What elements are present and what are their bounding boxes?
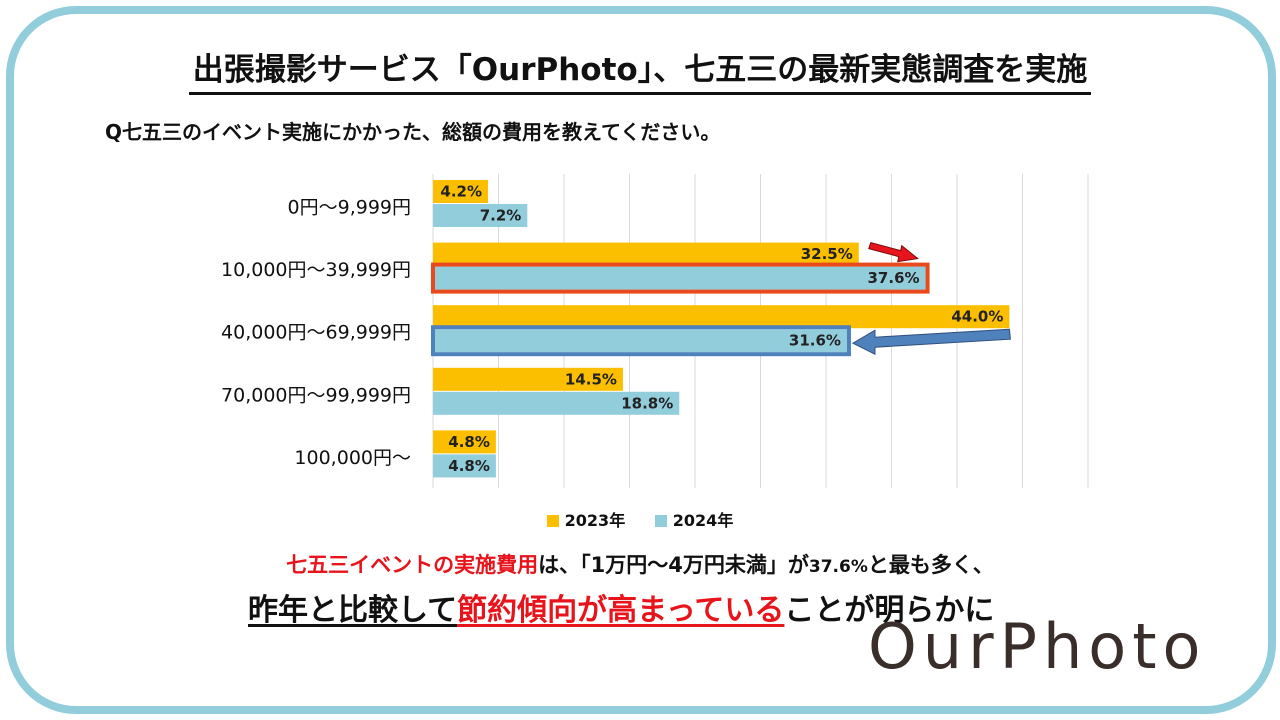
category-label: 0円～9,999円 (288, 197, 411, 219)
category-label: 70,000円～99,999円 (221, 384, 411, 406)
bar (433, 391, 680, 415)
bar (433, 305, 1010, 329)
bar (433, 204, 528, 227)
data-label: 32.5% (801, 245, 853, 263)
bar (433, 430, 496, 454)
bar (433, 242, 859, 266)
chart-legend: 2023年 2024年 (0, 507, 1280, 531)
data-label: 4.2% (440, 183, 482, 201)
legend-swatch-2024 (654, 515, 667, 527)
legend-swatch-2023 (546, 515, 559, 527)
page-title: 出張撮影サービス「OurPhoto」、七五三の最新実態調査を実施 (0, 48, 1280, 95)
legend-item-2024: 2024年 (654, 507, 733, 531)
increase-arrow (868, 241, 919, 263)
bar (433, 454, 496, 478)
bar (433, 180, 489, 203)
data-label: 4.8% (448, 433, 490, 451)
bar (433, 367, 623, 391)
category-label: 10,000円～39,999円 (221, 259, 411, 281)
data-label: 7.2% (480, 207, 522, 225)
bar (433, 329, 847, 353)
conclusion-line-1: 七五三イベントの実施費用は、「1万円～4万円未満」が37.6%と最も多く、 (286, 553, 994, 577)
ourphoto-logo: OurPhoto (868, 610, 1207, 683)
category-label: 100,000円～ (294, 447, 411, 469)
highlight-box (431, 262, 930, 294)
data-label: 31.6% (789, 332, 841, 350)
data-label: 14.5% (565, 370, 617, 388)
rounded-frame (6, 6, 1276, 714)
conclusion-line-2: 昨年と比較して節約傾向が高まっていることが明らかに (248, 593, 995, 628)
category-label: 40,000円～69,999円 (221, 322, 411, 344)
legend-item-2023: 2023年 (546, 507, 625, 531)
data-label: 44.0% (951, 308, 1003, 326)
bar (433, 266, 926, 290)
decrease-arrow (851, 328, 1011, 356)
data-label: 18.8% (621, 394, 673, 412)
survey-question: Q七五三のイベント実施にかかった、総額の費用を教えてください。 (105, 120, 721, 144)
highlight-box (431, 325, 851, 357)
data-label: 4.8% (448, 457, 490, 475)
data-label: 37.6% (868, 269, 920, 287)
